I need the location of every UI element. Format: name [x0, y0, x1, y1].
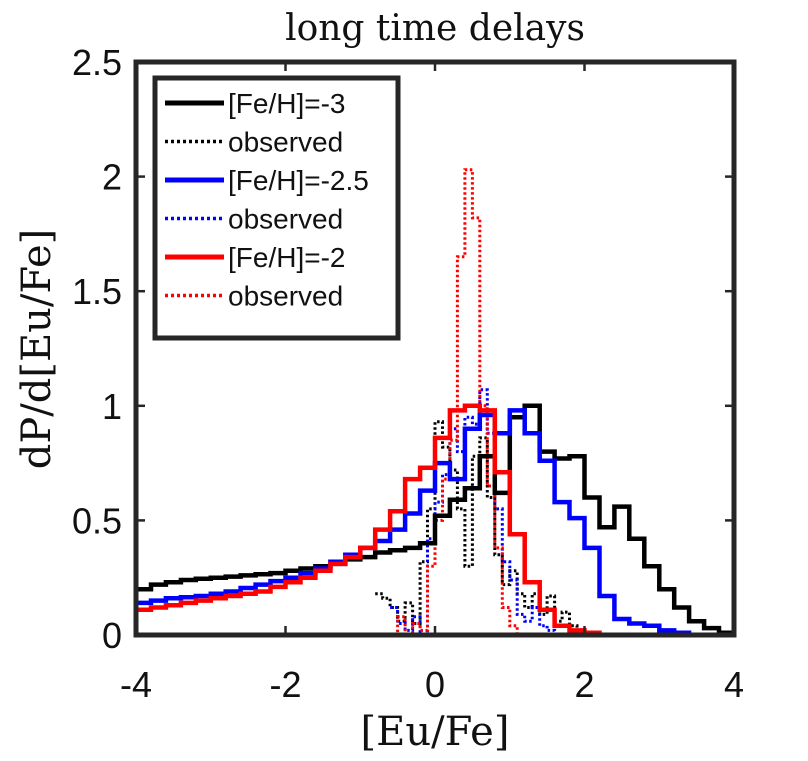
y-tick-label: 2.5: [72, 42, 122, 83]
legend-label: observed: [228, 281, 343, 312]
legend-label: observed: [228, 204, 343, 235]
series-line-5: [285, 168, 525, 637]
legend-label: [Fe/H]=-2.5: [228, 165, 369, 196]
tick-layer: -4 -2 0 2 4 0 0.5 1 1.5 2 2.5: [72, 42, 744, 705]
series-line-2: [136, 408, 734, 638]
y-tick-label: 0.5: [72, 500, 122, 541]
legend-label: [Fe/H]=-3: [228, 88, 345, 119]
y-tick-label: 0: [102, 615, 122, 656]
legend-label: observed: [228, 127, 343, 158]
plot-area: -4 -2 0 2 4 0 0.5 1 1.5 2 2.5: [72, 42, 744, 705]
series-line-4: [136, 403, 734, 638]
y-tick-label: 1.5: [72, 271, 122, 312]
series-layer: [136, 168, 737, 638]
x-tick-label: 2: [574, 664, 594, 705]
x-tick-label: -2: [269, 664, 301, 705]
x-axis-label: [Eu/Fe]: [361, 709, 510, 755]
chart-title: long time delays: [285, 8, 585, 49]
legend-label: [Fe/H]=-2: [228, 242, 345, 273]
x-tick-label: 4: [724, 664, 744, 705]
legend: [Fe/H]=-3 observed [Fe/H]=-2.5 observed [Fe/…: [152, 75, 401, 341]
series-line-3: [390, 388, 557, 637]
series-line-1: [375, 420, 586, 635]
series-line-0: [136, 403, 737, 635]
x-tick-label: -4: [120, 664, 152, 705]
y-tick-label: 1: [102, 386, 122, 427]
y-tick-label: 2: [102, 157, 122, 198]
x-tick-label: 0: [425, 664, 445, 705]
y-axis-label: dP/d[Eu/Fe]: [14, 229, 60, 470]
